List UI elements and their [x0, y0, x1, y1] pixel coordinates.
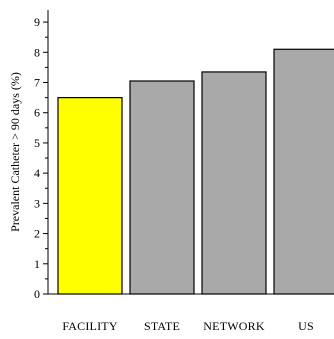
bar-network: [201, 71, 267, 295]
y-tick-label: 6: [34, 106, 40, 120]
y-tick-label: 7: [34, 76, 40, 90]
bars-group: [57, 48, 334, 295]
y-tick-label: 0: [34, 287, 40, 301]
bar-state: [129, 80, 195, 295]
bar-facility: [57, 97, 123, 295]
category-label-us: US: [298, 319, 314, 333]
y-tick-label: 8: [34, 45, 40, 59]
category-label-facility: FACILITY: [62, 319, 118, 333]
y-tick-label: 2: [34, 227, 40, 241]
category-label-state: STATE: [144, 319, 180, 333]
y-tick-label: 3: [34, 196, 40, 210]
y-tick-label: 1: [34, 257, 40, 271]
x-labels-group: FACILITY STATE NETWORK US: [62, 319, 314, 333]
y-tick-label: 9: [34, 15, 40, 29]
y-tick-label: 5: [34, 136, 40, 150]
bar-us: [273, 48, 334, 295]
y-ticks-group: 0 1 2 3 4 5 6 7 8 9: [34, 15, 48, 301]
y-axis-title: Prevalent Catheter > 90 days (%): [8, 72, 22, 232]
category-label-network: NETWORK: [203, 319, 265, 333]
y-tick-label: 4: [34, 166, 40, 180]
